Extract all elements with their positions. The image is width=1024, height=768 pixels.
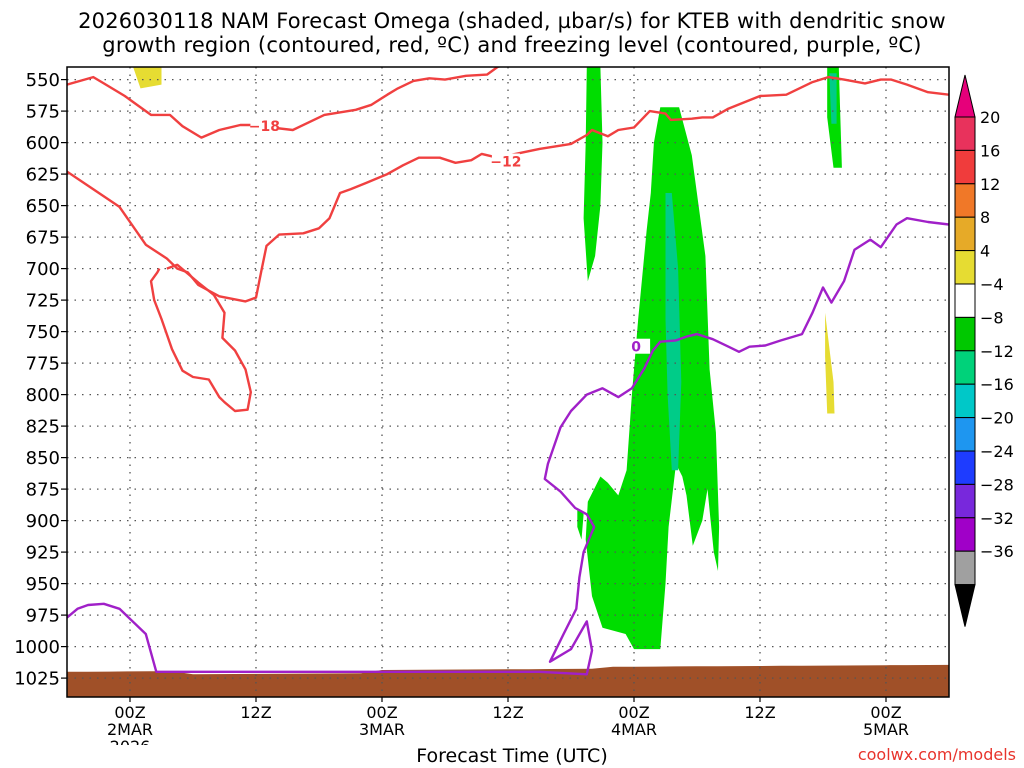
x-tick-label: 00Z	[114, 703, 145, 722]
contour-label: −18	[249, 119, 280, 135]
omega-shade-region	[585, 107, 720, 650]
x-tick-label: 3MAR	[359, 720, 405, 739]
freezing-level-contour	[67, 217, 949, 676]
y-tick-label: 625	[26, 165, 60, 186]
x-tick-label: 5MAR	[863, 720, 909, 739]
y-axis: 550 575 600 625 650 675 700 725 750 775 800 825 850 8…	[14, 70, 67, 690]
contour-label-bg	[622, 338, 651, 354]
dgz-contour	[67, 75, 949, 303]
y-tick-label: 1025	[14, 669, 60, 690]
x-tick-label: 2MAR	[107, 720, 153, 739]
y-tick-label: 875	[26, 480, 60, 501]
colorbar-label: −16	[980, 375, 1014, 394]
contour-label: −12	[490, 155, 521, 171]
y-tick-label: 900	[26, 511, 60, 532]
colorbar: 20 16 12 8 4 −4 −8 −12 −16 −20 −24 −28 −32 −36	[954, 74, 1014, 627]
colorbar-label: −32	[980, 509, 1014, 528]
colorbar-label: 20	[980, 108, 1000, 127]
x-tick-label: 00Z	[618, 703, 649, 722]
source-credit: coolwx.com/models	[857, 745, 1016, 764]
colorbar-swatch	[954, 316, 976, 352]
x-tick-label: 12Z	[744, 703, 775, 722]
x-axis: 00Z2MAR202612Z00Z3MAR12Z00Z4MAR12Z00Z5MA…	[107, 697, 909, 745]
colorbar-bottom-arrow	[954, 584, 976, 627]
chart-title-line-1: 2026030118 NAM Forecast Omega (shaded, µ…	[78, 9, 946, 33]
colorbar-label: −24	[980, 442, 1014, 461]
y-tick-label: 975	[26, 606, 60, 627]
x-tick-label: 00Z	[870, 703, 901, 722]
colorbar-label: −28	[980, 475, 1014, 494]
y-tick-label: 650	[26, 196, 60, 217]
y-tick-label: 800	[26, 385, 60, 406]
colorbar-swatch	[954, 183, 976, 218]
x-tick-label: 12Z	[492, 703, 523, 722]
colorbar-label: −36	[980, 542, 1014, 561]
x-tick-label: 00Z	[366, 703, 397, 722]
omega-shading-layer	[133, 67, 842, 650]
colorbar-swatch	[954, 483, 976, 519]
contour-label-bg	[250, 118, 279, 134]
grid-layer	[67, 67, 949, 697]
omega-shade-region	[133, 67, 162, 89]
y-tick-label: 1000	[14, 637, 60, 658]
colorbar-label: −4	[980, 275, 1004, 294]
colorbar-swatch	[954, 216, 976, 252]
y-tick-label: 600	[26, 133, 60, 154]
omega-shade-region	[829, 73, 837, 124]
omega-shade-region	[665, 193, 682, 471]
colorbar-label: 12	[980, 175, 1000, 194]
contour-label-layer: −18 −12 0	[249, 118, 651, 356]
y-tick-label: 725	[26, 291, 60, 312]
colorbar-label: 4	[980, 242, 990, 261]
colorbar-swatch	[954, 417, 976, 452]
dgz-contour	[149, 263, 252, 413]
colorbar-swatch	[954, 517, 976, 552]
y-tick-label: 775	[26, 354, 60, 375]
y-tick-label: 925	[26, 543, 60, 564]
x-axis-title: Forecast Time (UTC)	[416, 745, 608, 767]
x-tick-label: 4MAR	[611, 720, 657, 739]
colorbar-swatch	[954, 550, 976, 586]
y-tick-label: 675	[26, 228, 60, 249]
colorbar-label: −8	[980, 308, 1004, 327]
terrain-layer	[67, 664, 949, 697]
terrain-band	[67, 664, 949, 697]
colorbar-label: −20	[980, 409, 1014, 428]
contour-label-bg	[491, 153, 520, 169]
x-tick-label: 2026	[110, 737, 151, 745]
colorbar-swatch	[954, 116, 976, 151]
x-tick-label: 12Z	[240, 703, 271, 722]
colorbar-swatch	[954, 350, 976, 385]
y-tick-label: 750	[26, 322, 60, 343]
y-tick-label: 850	[26, 448, 60, 469]
y-tick-label: 550	[26, 70, 60, 91]
colorbar-swatch	[954, 149, 976, 185]
contour-label: 0	[631, 340, 641, 356]
colorbar-swatch	[954, 383, 976, 419]
colorbar-label: 8	[980, 208, 990, 227]
colorbar-top-arrow	[954, 74, 976, 118]
dgz-contour	[67, 67, 502, 139]
y-tick-label: 950	[26, 574, 60, 595]
omega-shade-region	[825, 312, 835, 414]
colorbar-swatch	[954, 283, 976, 318]
colorbar-swatch	[954, 450, 976, 485]
colorbar-label: −12	[980, 342, 1014, 361]
y-tick-label: 825	[26, 417, 60, 438]
y-tick-label: 700	[26, 259, 60, 280]
colorbar-label: 16	[980, 141, 1000, 160]
chart-title-line-2: growth region (contoured, red, ºC) and f…	[102, 33, 922, 57]
colorbar-swatch	[954, 250, 976, 285]
omega-shade-region	[577, 508, 584, 540]
contour-layer	[67, 67, 949, 676]
omega-time-height-chart: −18−120 55057560062565067570072575077580…	[14, 66, 1014, 745]
y-tick-label: 575	[26, 102, 60, 123]
